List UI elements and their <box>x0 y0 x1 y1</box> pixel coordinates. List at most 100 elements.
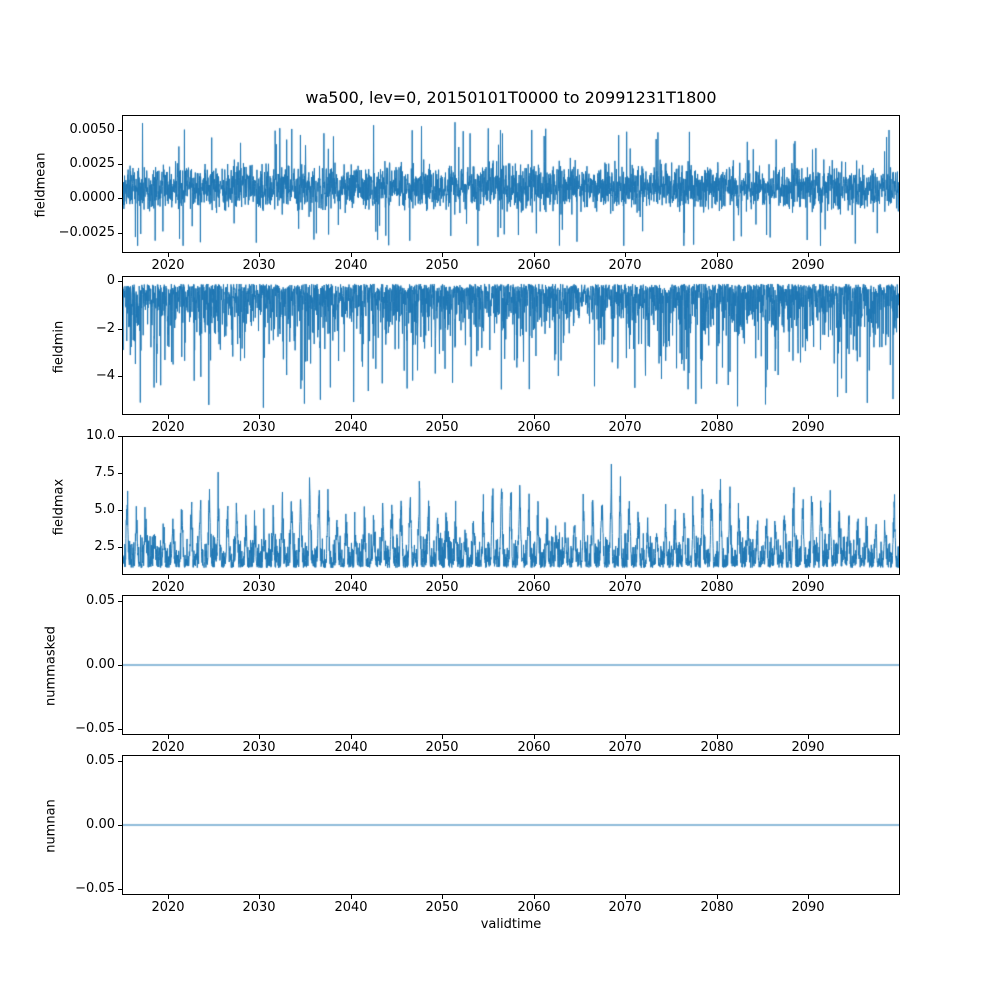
x-tick-label: 2080 <box>700 258 734 273</box>
subplot-fieldmin: fieldmin <box>52 276 900 415</box>
y-tick-mark <box>118 198 122 199</box>
x-tick-mark <box>259 895 260 899</box>
x-tick-mark <box>625 735 626 739</box>
line-series-fieldmin <box>123 277 899 414</box>
x-tick-label: 2080 <box>700 900 734 915</box>
y-tick-mark <box>118 510 122 511</box>
subplot-fieldmax: fieldmax <box>52 436 900 575</box>
x-tick-label: 2060 <box>517 420 551 435</box>
line-series-fieldmean <box>123 116 899 252</box>
x-tick-mark <box>259 415 260 419</box>
x-tick-label: 2040 <box>334 420 368 435</box>
x-tick-label: 2030 <box>242 420 276 435</box>
y-tick-mark <box>118 281 122 282</box>
y-tick-label: 0.0000 <box>69 190 116 205</box>
x-tick-mark <box>534 575 535 579</box>
subplot-nummasked: nummasked <box>44 595 900 735</box>
x-tick-label: 2030 <box>242 258 276 273</box>
x-tick-mark <box>168 253 169 257</box>
x-tick-mark <box>259 253 260 257</box>
x-tick-mark <box>168 735 169 739</box>
x-tick-label: 2040 <box>334 740 368 755</box>
x-tick-label: 2040 <box>334 258 368 273</box>
y-tick-mark <box>118 601 122 602</box>
x-tick-label: 2090 <box>791 420 825 435</box>
x-tick-mark <box>442 735 443 739</box>
x-tick-label: 2090 <box>791 740 825 755</box>
x-tick-label: 2070 <box>608 580 642 595</box>
x-tick-mark <box>351 735 352 739</box>
x-tick-mark <box>625 415 626 419</box>
subplot-numnan: numnan <box>44 755 900 895</box>
y-tick-label: 0.0050 <box>69 122 116 137</box>
x-tick-label: 2070 <box>608 258 642 273</box>
y-tick-mark <box>118 329 122 330</box>
y-tick-mark <box>118 436 122 437</box>
y-tick-label: 0.05 <box>86 593 115 608</box>
x-tick-mark <box>534 735 535 739</box>
x-tick-label: 2090 <box>791 900 825 915</box>
y-tick-mark <box>118 825 122 826</box>
x-tick-label: 2060 <box>517 258 551 273</box>
x-tick-mark <box>717 415 718 419</box>
x-tick-mark <box>808 253 809 257</box>
x-tick-label: 2040 <box>334 580 368 595</box>
y-tick-mark <box>118 889 122 890</box>
line-series-fieldmax <box>123 437 899 574</box>
x-tick-label: 2060 <box>517 580 551 595</box>
x-tick-label: 2020 <box>151 580 185 595</box>
x-tick-mark <box>442 575 443 579</box>
y-tick-label: −0.05 <box>75 721 115 736</box>
x-tick-mark <box>625 253 626 257</box>
line-series-numnan <box>123 756 899 894</box>
x-tick-mark <box>625 575 626 579</box>
x-tick-label: 2080 <box>700 580 734 595</box>
x-tick-mark <box>351 415 352 419</box>
x-tick-label: 2070 <box>608 420 642 435</box>
x-tick-mark <box>168 895 169 899</box>
x-tick-label: 2080 <box>700 420 734 435</box>
x-tick-mark <box>351 575 352 579</box>
x-tick-mark <box>259 735 260 739</box>
x-tick-label: 2020 <box>151 900 185 915</box>
chart-title: wa500, lev=0, 20150101T0000 to 20991231T… <box>305 88 717 107</box>
y-tick-label: 0.0025 <box>69 156 116 171</box>
y-tick-mark <box>118 376 122 377</box>
x-tick-label: 2080 <box>700 740 734 755</box>
x-tick-mark <box>717 253 718 257</box>
subplot-fieldmean: fieldmean <box>34 115 900 253</box>
y-tick-label: 0.00 <box>86 817 115 832</box>
x-tick-mark <box>534 253 535 257</box>
y-tick-label: −0.05 <box>75 881 115 896</box>
x-tick-mark <box>808 895 809 899</box>
x-tick-mark <box>625 895 626 899</box>
y-tick-label: 0.05 <box>86 753 115 768</box>
y-tick-mark <box>118 547 122 548</box>
y-tick-label: −4 <box>95 368 115 383</box>
x-tick-label: 2060 <box>517 740 551 755</box>
x-tick-mark <box>442 895 443 899</box>
x-tick-mark <box>351 895 352 899</box>
x-tick-mark <box>534 895 535 899</box>
y-tick-label: 2.5 <box>94 539 115 554</box>
x-tick-label: 2020 <box>151 740 185 755</box>
x-tick-mark <box>717 735 718 739</box>
x-tick-mark <box>717 575 718 579</box>
x-tick-mark <box>168 575 169 579</box>
x-tick-label: 2090 <box>791 580 825 595</box>
y-tick-label: 10.0 <box>86 428 115 443</box>
x-tick-label: 2030 <box>242 900 276 915</box>
x-tick-label: 2090 <box>791 258 825 273</box>
x-tick-label: 2050 <box>425 580 459 595</box>
y-tick-label: 0 <box>106 273 115 288</box>
y-tick-mark <box>118 233 122 234</box>
y-tick-mark <box>118 130 122 131</box>
x-tick-mark <box>259 575 260 579</box>
x-tick-mark <box>717 895 718 899</box>
y-tick-mark <box>118 761 122 762</box>
x-tick-label: 2060 <box>517 900 551 915</box>
x-tick-mark <box>351 253 352 257</box>
x-tick-label: 2070 <box>608 900 642 915</box>
y-tick-label: −0.0025 <box>58 225 115 240</box>
